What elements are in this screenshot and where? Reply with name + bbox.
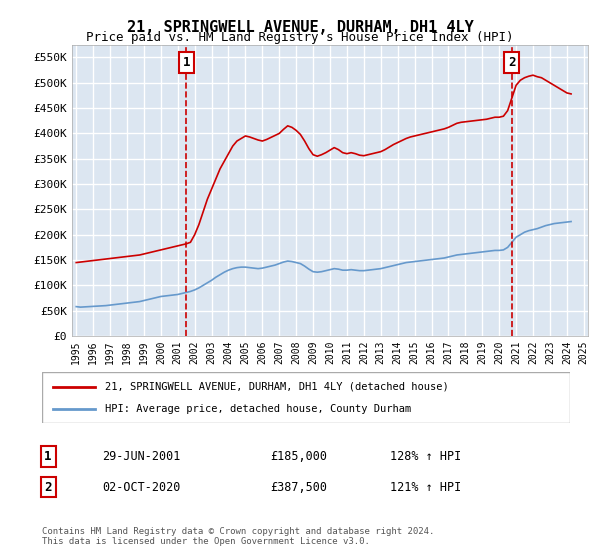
Text: 128% ↑ HPI: 128% ↑ HPI [390,450,461,463]
Text: 21, SPRINGWELL AVENUE, DURHAM, DH1 4LY (detached house): 21, SPRINGWELL AVENUE, DURHAM, DH1 4LY (… [106,381,449,391]
Text: £387,500: £387,500 [270,480,327,494]
Text: 02-OCT-2020: 02-OCT-2020 [102,480,181,494]
Text: £185,000: £185,000 [270,450,327,463]
Text: 1: 1 [44,450,52,463]
Text: Price paid vs. HM Land Registry's House Price Index (HPI): Price paid vs. HM Land Registry's House … [86,31,514,44]
Text: 29-JUN-2001: 29-JUN-2001 [102,450,181,463]
Text: 1: 1 [182,56,190,69]
Text: 21, SPRINGWELL AVENUE, DURHAM, DH1 4LY: 21, SPRINGWELL AVENUE, DURHAM, DH1 4LY [127,20,473,35]
Text: 121% ↑ HPI: 121% ↑ HPI [390,480,461,494]
Text: 2: 2 [508,56,515,69]
Text: Contains HM Land Registry data © Crown copyright and database right 2024.
This d: Contains HM Land Registry data © Crown c… [42,526,434,546]
FancyBboxPatch shape [42,372,570,423]
Text: 2: 2 [44,480,52,494]
Text: HPI: Average price, detached house, County Durham: HPI: Average price, detached house, Coun… [106,404,412,414]
